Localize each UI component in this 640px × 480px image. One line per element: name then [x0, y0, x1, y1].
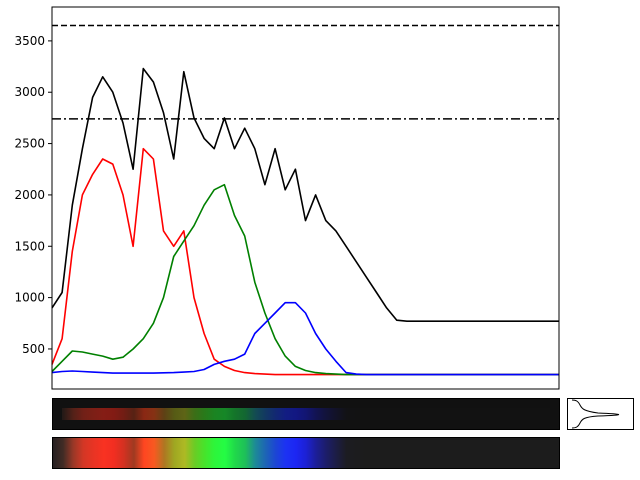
y-tick-label: 2000 — [14, 188, 45, 202]
series-line-0 — [51, 67, 559, 322]
y-tick-label: 1500 — [14, 239, 45, 253]
series-line-3 — [51, 301, 559, 376]
plot-frame — [51, 6, 560, 390]
y-tick-label: 2500 — [14, 137, 45, 151]
raw-spectrum-strip — [52, 398, 560, 430]
series-line-2 — [51, 183, 559, 376]
enhanced-spectrum-strip — [52, 437, 560, 469]
y-tick-label: 500 — [22, 342, 45, 356]
slit-profile-plot — [571, 399, 620, 429]
y-tick-label: 3500 — [14, 34, 45, 48]
y-tick-label: 1000 — [14, 291, 45, 305]
slit-profile-inset — [567, 398, 634, 430]
y-tick-label: 3000 — [14, 85, 45, 99]
slit-profile-line — [571, 399, 620, 429]
series-line-1 — [51, 147, 559, 376]
